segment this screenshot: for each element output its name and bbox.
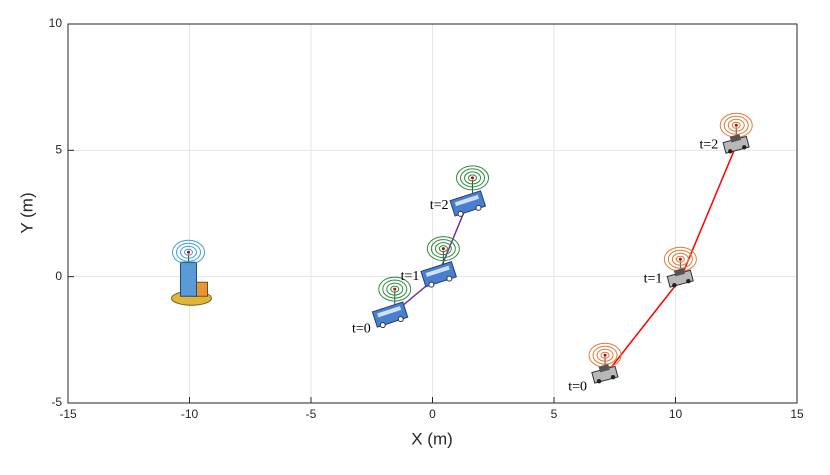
bus-window [377, 306, 402, 318]
x-tick-label: -15 [59, 407, 77, 421]
time-label: t=2 [430, 198, 449, 213]
signal-ring [180, 245, 197, 259]
time-label: t=1 [401, 269, 420, 284]
vehicle [449, 165, 490, 217]
bus-window [425, 265, 450, 277]
signal-ring [390, 285, 400, 293]
signal-ring [667, 249, 693, 269]
wheel [672, 282, 677, 288]
wheel [686, 278, 691, 284]
x-tick-label: -5 [306, 407, 317, 421]
bs-tower [180, 261, 197, 297]
wheel [742, 145, 747, 150]
vehicle [663, 246, 697, 288]
signal-ring [430, 239, 456, 259]
car-cab [598, 363, 610, 373]
wheel [610, 375, 616, 380]
car-cab [673, 267, 686, 277]
signal-dot [678, 257, 682, 261]
base-station [171, 239, 212, 306]
vehicle [588, 342, 622, 384]
signal-ring [727, 118, 745, 132]
signal-ring [464, 171, 482, 185]
wheel [446, 275, 453, 282]
signal-ring [172, 239, 205, 265]
wheel [397, 316, 404, 323]
time-label: t=0 [352, 321, 371, 336]
y-tick-label: 0 [55, 269, 62, 283]
x-tick-label: 10 [669, 407, 683, 421]
wheel [475, 204, 482, 211]
signal-ring [386, 282, 404, 296]
signal-ring [675, 255, 685, 263]
signal-ring [731, 121, 741, 129]
signal-ring [460, 168, 486, 188]
signal-ring [592, 345, 618, 365]
signal-ring [596, 348, 614, 362]
signal-ring [723, 115, 749, 135]
signal-ring [184, 248, 193, 256]
signal-ring [378, 276, 412, 302]
x-axis-label: X (m) [411, 429, 453, 448]
signal-dot [393, 287, 397, 291]
signal-dot [187, 250, 190, 254]
signal-dot [441, 247, 445, 251]
y-tick-label: -5 [51, 395, 62, 409]
vehicle [371, 276, 412, 329]
signal-ring [382, 279, 408, 299]
time-label: t=0 [568, 379, 587, 394]
vehicle [420, 236, 460, 288]
signal-ring [456, 165, 490, 191]
wheel [596, 379, 602, 384]
wheel [428, 281, 435, 288]
car-cab [729, 134, 742, 143]
signal-dot [471, 176, 475, 180]
signal-ring [426, 236, 460, 262]
y-axis-label: Y (m) [17, 192, 36, 233]
signal-ring [434, 242, 452, 256]
time-label: t=2 [699, 137, 718, 152]
plot-frame [67, 23, 798, 404]
time-label: t=1 [644, 271, 663, 286]
x-tick-label: 15 [790, 407, 804, 421]
wheel [379, 322, 386, 329]
x-tick-label: 5 [551, 407, 558, 421]
wheel [457, 210, 464, 217]
y-tick-label: 5 [55, 143, 62, 157]
bus-window [454, 194, 479, 207]
signal-ring [176, 242, 201, 262]
signal-dot [603, 353, 607, 357]
x-tick-label: -10 [181, 407, 199, 421]
signal-ring [600, 351, 610, 359]
vehicle [719, 112, 753, 154]
signal-ring [468, 174, 478, 182]
signal-ring [671, 252, 689, 266]
y-tick-label: 10 [49, 16, 63, 30]
x-tick-label: 0 [429, 407, 436, 421]
signal-dot [734, 123, 738, 127]
wheel [728, 149, 733, 154]
signal-ring [438, 245, 448, 253]
